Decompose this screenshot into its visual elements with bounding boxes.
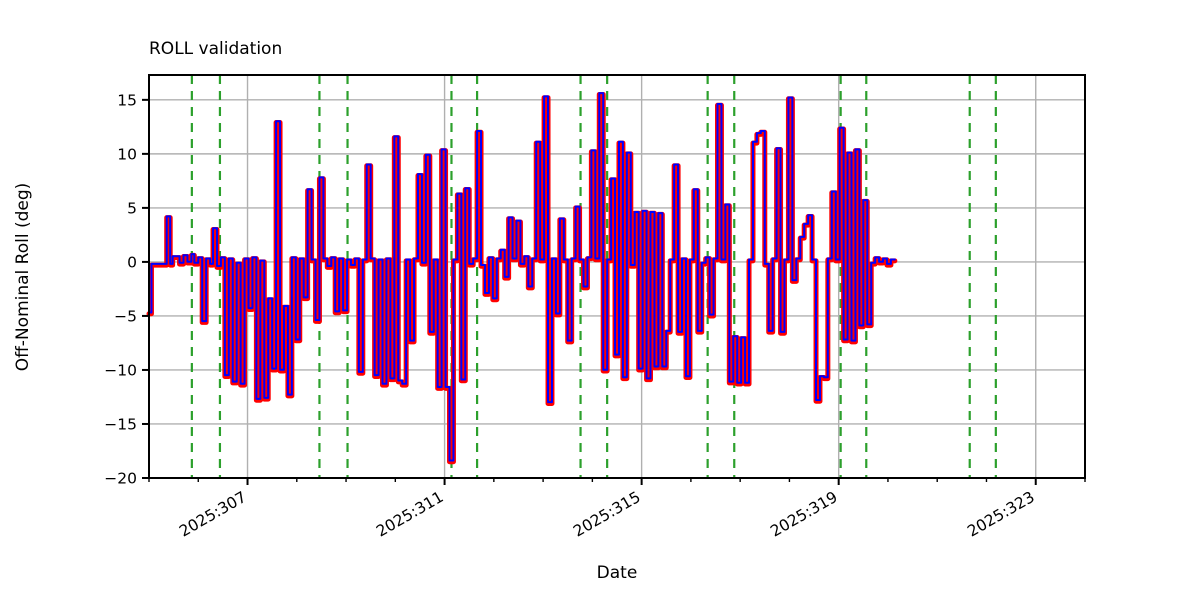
y-tick-label: −5 xyxy=(114,307,137,325)
data-series-group xyxy=(146,91,898,465)
x-axis-minor-ticks xyxy=(148,478,1086,482)
y-axis-label: Off-Nominal Roll (deg) xyxy=(13,183,33,372)
y-tick-label: −20 xyxy=(104,470,137,488)
y-tick-label: 15 xyxy=(117,91,137,109)
y-tick-label: 5 xyxy=(127,199,137,217)
plot-frame xyxy=(148,74,1086,479)
series-line-model xyxy=(148,92,896,462)
y-tick-label: −15 xyxy=(104,415,137,433)
chart-title: ROLL validation xyxy=(149,39,282,59)
y-tick-label: 10 xyxy=(117,145,137,163)
series-line-telemetry xyxy=(146,91,898,465)
y-tick-label: 0 xyxy=(127,253,137,271)
x-axis-label: Date xyxy=(597,563,638,583)
y-tick-label: −10 xyxy=(104,361,137,379)
y-axis-ticks: −20 −15 −10 −5 0 5 10 15 xyxy=(104,91,149,488)
